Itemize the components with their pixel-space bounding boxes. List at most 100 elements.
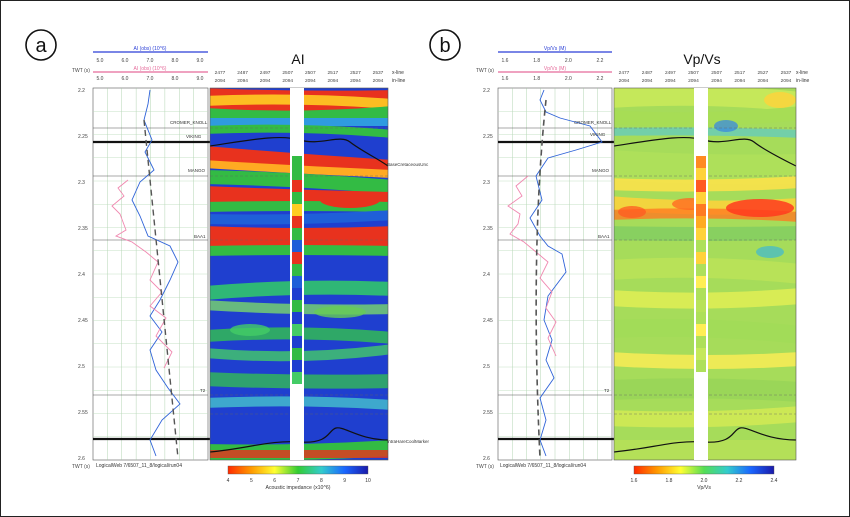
xline-label: 2527 <box>758 70 769 76</box>
well-block <box>292 264 302 276</box>
panel-a-trend-line <box>143 119 179 459</box>
xline-label: 2507 <box>282 70 293 76</box>
time-tick-label: 2.45 <box>483 318 493 324</box>
well-block <box>696 180 706 192</box>
section-blob <box>314 306 366 318</box>
track-scale-label: 9.0 <box>197 76 204 82</box>
track-scale-label: 1.8 <box>533 76 540 82</box>
panel-a-colorbar <box>227 465 369 475</box>
track-scale-label: 2.2 <box>597 76 604 82</box>
panel-a-horizon-mango: MANGO <box>188 168 206 173</box>
panel-b-time-unit-bottom: TWT (s) <box>476 464 494 470</box>
xline-label: 2487 <box>237 70 248 76</box>
well-block <box>292 288 302 300</box>
section-horizon-bottom <box>210 427 388 453</box>
colorbar-tick: 10 <box>365 478 371 484</box>
well-block <box>292 312 302 324</box>
xline-label: 2517 <box>328 70 339 76</box>
panel-b-horizon-viking: VIKING <box>590 132 606 137</box>
section-horizon-top <box>210 136 388 167</box>
xline-label: 2497 <box>665 70 676 76</box>
time-tick-label: 2.5 <box>483 364 490 370</box>
track-scale-label: 5.0 <box>97 76 104 82</box>
well-block <box>292 252 302 264</box>
section-blob <box>764 92 796 108</box>
time-tick-label: 2.6 <box>483 456 490 462</box>
track-scale-label: 8.0 <box>172 76 179 82</box>
inline-label: 2094 <box>619 78 630 84</box>
track-scale-label: 2.0 <box>565 76 572 82</box>
xline-label: 2527 <box>350 70 361 76</box>
panel-b-time-axis: 2.2 2.25 2.3 2.35 2.4 2.45 2.5 2.55 2.6 <box>483 88 493 462</box>
panel-a-label: a <box>35 35 47 57</box>
track-scale-label: 2.2 <box>597 58 604 64</box>
xline-label: 2507 <box>688 70 699 76</box>
panel-a-blue-header: AI (obs) (10^6) <box>134 46 167 52</box>
xline-label: 2507 <box>711 70 722 76</box>
time-tick-label: 2.3 <box>483 180 490 186</box>
well-block <box>292 156 302 168</box>
track-scale-label: 6.0 <box>122 58 129 64</box>
colorbar-tick: 8 <box>320 478 323 484</box>
panel-b-pink-header: Vp/Vs (M) <box>544 66 567 72</box>
inline-label: 2094 <box>373 78 384 84</box>
inline-label: 2094 <box>215 78 226 84</box>
well-block <box>292 336 302 348</box>
colorbar-tick: 1.6 <box>631 478 638 484</box>
colorbar-tick: 1.8 <box>666 478 673 484</box>
track-scale-label: 7.0 <box>147 58 154 64</box>
track-scale-label: 8.0 <box>172 58 179 64</box>
well-block <box>696 324 706 336</box>
colorbar-tick: 2.4 <box>771 478 778 484</box>
panel-b-pink-log <box>507 175 557 357</box>
xline-label: 2507 <box>305 70 316 76</box>
panel-b-seismic-section <box>613 87 797 461</box>
track-scale-label: 9.0 <box>197 58 204 64</box>
well-block <box>292 204 302 216</box>
time-tick-label: 2.45 <box>78 318 88 324</box>
panel-b-inline-caption: in-line <box>796 78 810 84</box>
xline-label: 2537 <box>781 70 792 76</box>
time-tick-label: 2.6 <box>78 456 85 462</box>
track-scale-label: 5.0 <box>97 58 104 64</box>
panel-b-time-unit: TWT (s) <box>476 68 494 74</box>
panel-b-trend-line <box>535 99 547 459</box>
well-block <box>696 348 706 360</box>
panel-a-time-axis: 2.2 2.25 2.3 2.35 2.4 2.45 2.5 2.55 2.6 <box>78 88 88 462</box>
well-block <box>696 264 706 276</box>
panel-a-horizon-viking: VIKING <box>186 134 202 139</box>
panel-b-horizon-t2: T2 <box>604 388 610 393</box>
well-block <box>292 276 302 288</box>
inline-label: 2094 <box>350 78 361 84</box>
panel-a-time-unit-bottom: TWT (s) <box>72 464 90 470</box>
time-tick-label: 2.4 <box>483 272 490 278</box>
panel-b-xline-labels: 2477 2094 2487 2094 2497 2094 2507 2094 2507 2094… <box>619 70 792 84</box>
panel-b-label-circle <box>429 29 461 61</box>
well-block <box>696 276 706 288</box>
panel-a: a AI AI (obs) (10^6) 5.0 5.0 6.0 6.0 7.0 7.0 8… <box>25 29 430 491</box>
track-scale-label: 2.0 <box>565 58 572 64</box>
well-block <box>696 204 706 216</box>
colorbar-tick: 9 <box>343 478 346 484</box>
well-block <box>292 360 302 372</box>
inline-label: 2094 <box>642 78 653 84</box>
well-block <box>292 216 302 228</box>
time-tick-label: 2.35 <box>78 226 88 232</box>
inline-label: 2094 <box>282 78 293 84</box>
panel-b-blue-log <box>529 89 603 457</box>
time-tick-label: 2.2 <box>483 88 490 94</box>
xline-label: 2477 <box>215 70 226 76</box>
well-block <box>696 216 706 228</box>
well-block <box>696 252 706 264</box>
well-block <box>696 360 706 372</box>
panel-b-horizon-cromer: CROMER_KNOLL <box>574 120 612 125</box>
panel-a-horizon-cromer: CROMER_KNOLL <box>170 120 208 125</box>
well-block <box>696 336 706 348</box>
time-tick-label: 2.25 <box>78 134 88 140</box>
well-block <box>696 168 706 180</box>
panel-a-xline-caption: x-line <box>392 70 404 76</box>
time-tick-label: 2.55 <box>483 410 493 416</box>
panel-a-footer: LogicalWeb 7/6507_11_8/logical/run04 <box>96 463 182 469</box>
